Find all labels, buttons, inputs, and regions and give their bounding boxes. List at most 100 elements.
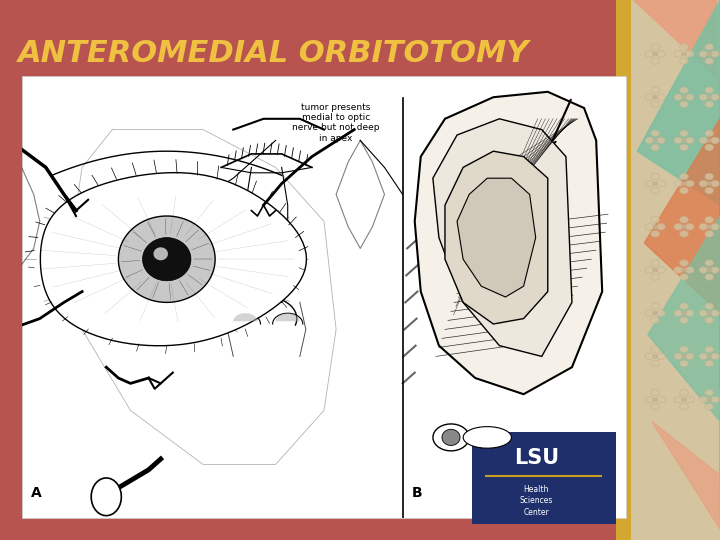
Circle shape bbox=[711, 396, 719, 403]
Polygon shape bbox=[457, 178, 536, 297]
Circle shape bbox=[711, 310, 719, 316]
Circle shape bbox=[651, 260, 660, 266]
Circle shape bbox=[706, 138, 712, 143]
Circle shape bbox=[705, 217, 714, 223]
Circle shape bbox=[685, 51, 694, 57]
Circle shape bbox=[705, 87, 714, 93]
Circle shape bbox=[645, 224, 654, 230]
Polygon shape bbox=[445, 151, 548, 324]
Circle shape bbox=[705, 231, 714, 237]
Circle shape bbox=[651, 44, 660, 50]
Circle shape bbox=[657, 310, 665, 316]
Circle shape bbox=[674, 267, 683, 273]
Circle shape bbox=[705, 317, 714, 323]
Circle shape bbox=[680, 101, 688, 107]
Circle shape bbox=[680, 360, 688, 367]
Circle shape bbox=[705, 130, 714, 137]
Circle shape bbox=[706, 311, 712, 315]
Circle shape bbox=[680, 403, 688, 410]
Polygon shape bbox=[276, 313, 300, 321]
Circle shape bbox=[685, 353, 694, 360]
Circle shape bbox=[651, 303, 660, 309]
Circle shape bbox=[652, 138, 658, 143]
Polygon shape bbox=[634, 0, 720, 189]
Bar bbox=[630, 0, 720, 540]
Circle shape bbox=[705, 260, 714, 266]
Circle shape bbox=[645, 180, 654, 187]
Circle shape bbox=[706, 181, 712, 186]
Circle shape bbox=[651, 187, 660, 194]
Circle shape bbox=[699, 396, 708, 403]
Circle shape bbox=[674, 137, 683, 144]
Circle shape bbox=[685, 137, 694, 144]
Circle shape bbox=[651, 389, 660, 396]
Circle shape bbox=[651, 130, 660, 137]
Circle shape bbox=[705, 101, 714, 107]
Circle shape bbox=[680, 144, 688, 151]
Circle shape bbox=[680, 58, 688, 64]
Circle shape bbox=[657, 267, 665, 273]
Polygon shape bbox=[40, 173, 307, 346]
Circle shape bbox=[674, 310, 683, 316]
Circle shape bbox=[699, 94, 708, 100]
Text: B: B bbox=[412, 486, 423, 500]
Circle shape bbox=[685, 396, 694, 403]
Circle shape bbox=[674, 396, 683, 403]
Circle shape bbox=[651, 403, 660, 410]
Circle shape bbox=[680, 87, 688, 93]
Polygon shape bbox=[637, 0, 720, 297]
Circle shape bbox=[657, 180, 665, 187]
Circle shape bbox=[699, 180, 708, 187]
Circle shape bbox=[680, 231, 688, 237]
Circle shape bbox=[705, 44, 714, 50]
Circle shape bbox=[680, 260, 688, 266]
Circle shape bbox=[711, 94, 719, 100]
Circle shape bbox=[705, 303, 714, 309]
Polygon shape bbox=[415, 92, 602, 394]
Polygon shape bbox=[118, 216, 215, 302]
Circle shape bbox=[680, 389, 688, 396]
Polygon shape bbox=[433, 424, 469, 451]
Circle shape bbox=[674, 353, 683, 360]
Circle shape bbox=[645, 94, 654, 100]
Circle shape bbox=[711, 267, 719, 273]
Polygon shape bbox=[91, 478, 122, 516]
Circle shape bbox=[699, 224, 708, 230]
Circle shape bbox=[674, 224, 683, 230]
Circle shape bbox=[681, 397, 687, 402]
Circle shape bbox=[681, 95, 687, 99]
Circle shape bbox=[681, 225, 687, 229]
Circle shape bbox=[711, 137, 719, 144]
Circle shape bbox=[645, 51, 654, 57]
Circle shape bbox=[652, 181, 658, 186]
Circle shape bbox=[699, 310, 708, 316]
Circle shape bbox=[699, 267, 708, 273]
Polygon shape bbox=[442, 429, 460, 445]
Circle shape bbox=[645, 137, 654, 144]
Circle shape bbox=[680, 274, 688, 280]
Circle shape bbox=[645, 396, 654, 403]
Polygon shape bbox=[644, 119, 720, 389]
Circle shape bbox=[674, 180, 683, 187]
Circle shape bbox=[681, 138, 687, 143]
Circle shape bbox=[705, 173, 714, 180]
Circle shape bbox=[680, 346, 688, 353]
Bar bbox=[616, 0, 631, 540]
Circle shape bbox=[681, 311, 687, 315]
Circle shape bbox=[706, 225, 712, 229]
Circle shape bbox=[674, 94, 683, 100]
Circle shape bbox=[657, 224, 665, 230]
Circle shape bbox=[680, 217, 688, 223]
Circle shape bbox=[651, 87, 660, 93]
Polygon shape bbox=[153, 247, 168, 260]
Polygon shape bbox=[143, 238, 191, 281]
Circle shape bbox=[651, 274, 660, 280]
Circle shape bbox=[645, 353, 654, 360]
Circle shape bbox=[711, 224, 719, 230]
Circle shape bbox=[651, 346, 660, 353]
Bar bbox=[22, 76, 626, 518]
Circle shape bbox=[680, 317, 688, 323]
Circle shape bbox=[705, 360, 714, 367]
Polygon shape bbox=[648, 216, 720, 486]
Circle shape bbox=[680, 44, 688, 50]
